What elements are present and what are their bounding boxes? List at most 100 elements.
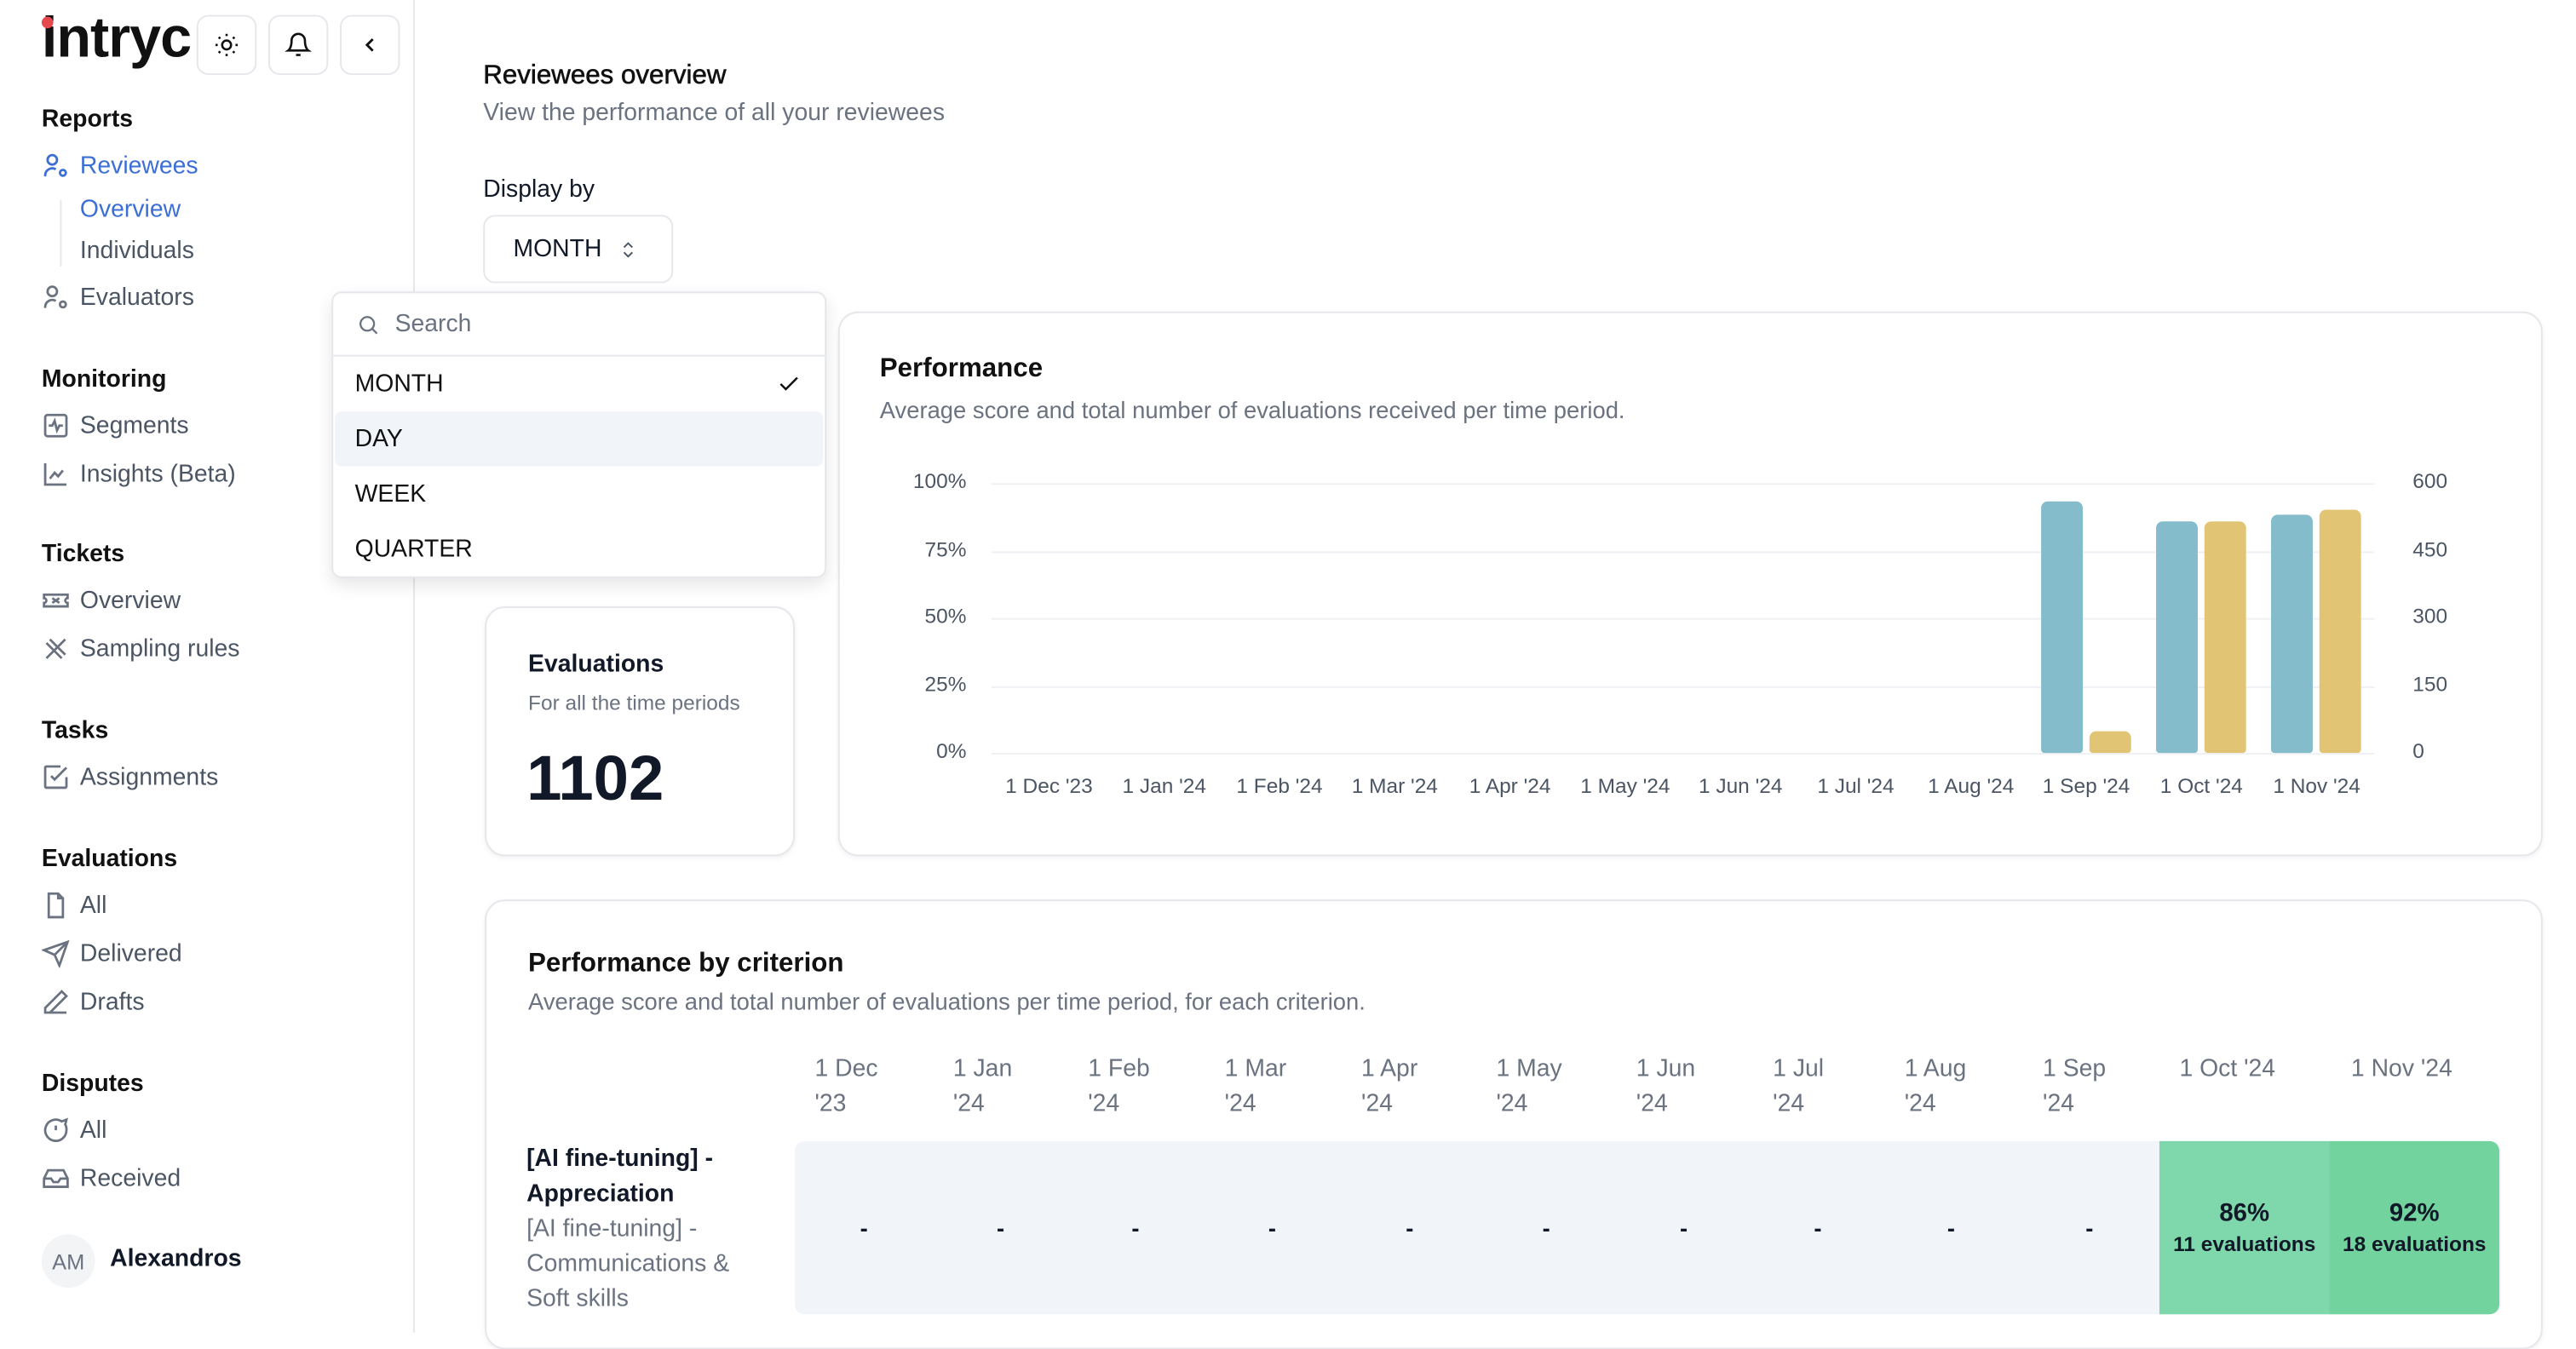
search-icon <box>359 315 378 334</box>
criterion-cell[interactable]: - <box>795 1141 933 1314</box>
sidebar-item-sampling-rules[interactable]: Sampling rules <box>42 634 240 663</box>
sidebar-item-reviewees[interactable]: Reviewees <box>42 152 198 180</box>
section-monitoring: Monitoring <box>41 366 167 393</box>
column-header-line: '24 <box>1224 1091 1256 1118</box>
column-header-line: 1 Oct '24 <box>2179 1056 2276 1083</box>
display-by-select[interactable]: MONTH <box>483 215 674 284</box>
file-icon <box>47 892 65 919</box>
x-tick: 1 Jul '24 <box>1817 774 1895 798</box>
search-input[interactable]: Search <box>394 310 472 338</box>
criterion-cell[interactable]: - <box>1614 1141 1752 1314</box>
cell-score: - <box>1542 1214 1550 1242</box>
criterion-cell[interactable]: - <box>1883 1141 2019 1314</box>
section-reports: Reports <box>41 106 134 134</box>
column-header-line: 1 Mar <box>1224 1056 1287 1083</box>
sidebar-item-received[interactable]: Received <box>42 1164 181 1192</box>
bar-score <box>2271 514 2314 754</box>
y-right-tick: 0 <box>2412 739 2424 763</box>
column-header-line: 1 Apr <box>1361 1056 1418 1083</box>
column-header-line: '24 <box>952 1091 985 1118</box>
criterion-cell[interactable]: - <box>933 1141 1067 1314</box>
y-right-tick: 600 <box>2412 469 2448 493</box>
user-search-icon <box>43 153 67 177</box>
cell-score: - <box>1131 1214 1140 1242</box>
y-right-tick: 450 <box>2412 537 2448 561</box>
gridline <box>991 617 2375 620</box>
sidebar-item-assignments[interactable]: Assignments <box>42 763 218 791</box>
column-header-line: 1 Feb <box>1088 1056 1150 1083</box>
section-disputes: Disputes <box>41 1071 144 1099</box>
sidebar-item-evaluations-all[interactable]: All <box>42 891 107 919</box>
sidebar-item-delivered[interactable]: Delivered <box>41 939 182 968</box>
column-header-line: 1 Sep <box>2043 1056 2107 1083</box>
label: Evaluators <box>79 284 194 311</box>
option-day[interactable]: DAY <box>335 411 824 467</box>
column-header: 1 Apr '24 <box>1361 1053 1478 1122</box>
x-tick: 1 Aug '24 <box>1928 774 2015 798</box>
criterion-cell[interactable]: - <box>1203 1141 1341 1314</box>
column-header-line: '24 <box>1361 1091 1394 1118</box>
column-header: 1 Jun '24 <box>1636 1053 1753 1122</box>
evaluations-title: Evaluations <box>528 651 664 679</box>
bar-count <box>2320 509 2362 754</box>
cell-score: - <box>996 1214 1005 1242</box>
criterion-cell[interactable]: - <box>1478 1141 1614 1314</box>
criterion-title: Performance by criterion <box>528 949 844 979</box>
user-name[interactable]: Alexandros <box>110 1246 242 1273</box>
section-evaluations: Evaluations <box>41 846 178 873</box>
criterion-cell[interactable]: - <box>1068 1141 1203 1314</box>
gridline <box>991 550 2375 553</box>
sidebar-item-insights[interactable]: Insights (Beta) <box>42 460 236 488</box>
bar-count <box>2205 522 2247 754</box>
cell-score: - <box>1679 1214 1688 1242</box>
collapse-sidebar-button[interactable] <box>340 14 400 76</box>
label: All <box>79 1117 107 1144</box>
divider <box>60 199 62 267</box>
cell-score: - <box>1268 1214 1276 1242</box>
sidebar-item-overview[interactable]: Overview <box>79 196 181 224</box>
logo: intryc <box>41 6 192 71</box>
cell-score: - <box>1946 1214 1956 1242</box>
criterion-cell[interactable]: - <box>1342 1141 1478 1314</box>
avatar[interactable]: AM <box>41 1234 95 1288</box>
theme-toggle-button[interactable] <box>196 14 257 76</box>
y-right-tick: 300 <box>2412 605 2448 629</box>
criterion-cell[interactable]: - <box>2020 1141 2159 1314</box>
section-tasks: Tasks <box>41 718 109 745</box>
gridline <box>991 753 2375 755</box>
sidebar-item-disputes-all[interactable]: All <box>42 1117 107 1145</box>
evaluations-total: 1102 <box>526 744 664 815</box>
option-month[interactable]: MONTH <box>335 357 823 412</box>
label: Assignments <box>79 763 219 791</box>
gridline <box>991 685 2375 687</box>
criterion-cell[interactable]: - <box>1753 1141 1883 1314</box>
ruler-icon <box>45 638 66 659</box>
sidebar: intryc Reports Reviewees Overview Indivi… <box>0 0 416 1333</box>
bar-score <box>2041 500 2084 754</box>
cell-score: 86% <box>2219 1199 2270 1228</box>
criterion-cell[interactable]: 92% 18 evaluations <box>2329 1140 2499 1315</box>
sidebar-item-individuals[interactable]: Individuals <box>79 238 194 266</box>
sidebar-item-segments[interactable]: Segments <box>42 411 189 439</box>
sidebar-item-drafts[interactable]: Drafts <box>42 988 145 1016</box>
option-quarter[interactable]: QUARTER <box>335 521 823 577</box>
sidebar-item-evaluators[interactable]: Evaluators <box>42 284 194 312</box>
notifications-button[interactable] <box>267 14 329 76</box>
column-header-line: '23 <box>814 1091 847 1118</box>
send-icon <box>41 939 70 968</box>
column-header-line: '24 <box>2043 1091 2075 1118</box>
sidebar-item-tickets-overview[interactable]: Overview <box>42 587 181 615</box>
dropdown-search[interactable]: Search <box>333 293 825 357</box>
column-header-line: 1 Jan <box>952 1056 1013 1083</box>
criterion-cell[interactable]: 86% 11 evaluations <box>2159 1140 2330 1315</box>
criterion-subtitle: Average score and total number of evalua… <box>528 987 1366 1015</box>
option-week[interactable]: WEEK <box>335 467 823 522</box>
pencil-icon <box>43 990 68 1014</box>
check-icon <box>779 376 798 391</box>
alert-bubble-icon <box>43 1117 68 1142</box>
activity-square-icon <box>43 413 68 438</box>
column-header: 1 Aug '24 <box>1905 1053 2021 1122</box>
x-tick: 1 Dec '23 <box>1005 774 1093 798</box>
x-tick: 1 Apr '24 <box>1469 774 1551 798</box>
select-value: MONTH <box>513 235 602 263</box>
